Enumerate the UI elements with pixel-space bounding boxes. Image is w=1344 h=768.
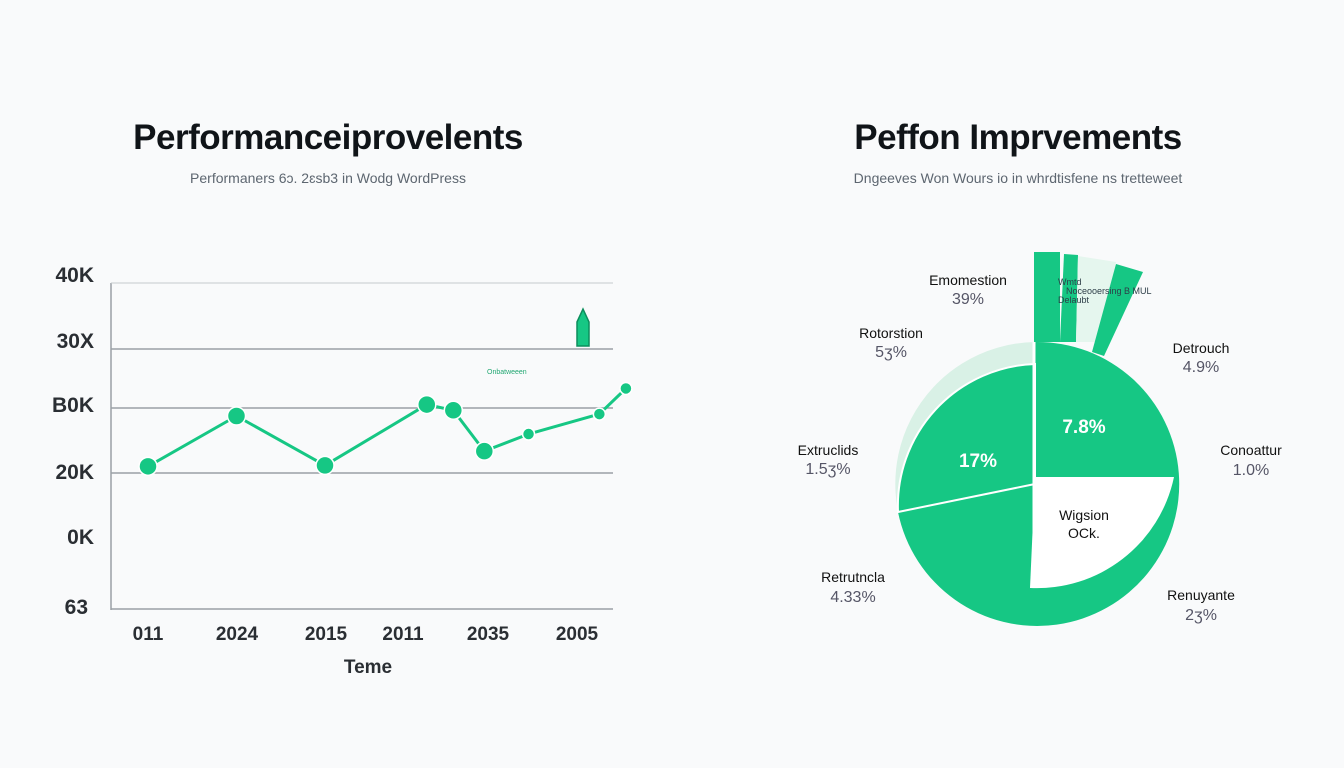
y-tick-label: 20K <box>55 461 94 484</box>
line-chart-panel: Performanceiprovelents Performaners 6ɔ. … <box>52 118 633 678</box>
line-chart-subtitle: Performaners 6ɔ. 2ɛsb3 in Wodg WordPress <box>190 170 466 186</box>
x-tick-label: 2011 <box>382 624 424 645</box>
pie-label: Rotorstion <box>859 325 923 341</box>
series-point <box>138 456 158 477</box>
series-point <box>521 427 536 441</box>
x-tick-label: 2024 <box>216 624 259 645</box>
line-chart-title: Performanceiprovelents <box>133 118 523 157</box>
series-point <box>619 381 633 396</box>
series-point <box>443 400 464 421</box>
pie-value: 1.0% <box>1233 462 1269 479</box>
pie-value: 4.33% <box>830 589 875 606</box>
series-point <box>592 407 607 421</box>
y-tick-label: 0K <box>67 526 94 549</box>
series-point <box>226 406 247 426</box>
x-tick-label: 2035 <box>467 624 510 645</box>
x-tick-label: 2005 <box>556 624 599 645</box>
chart-annotation: Onbatweeen <box>487 369 527 376</box>
exploded-label: Noceooersing B MUL <box>1066 286 1152 296</box>
pie-chart-panel: Peffon Imprvements Dngeeves Won Wours io… <box>680 0 1344 768</box>
pie-label: Emomestion <box>929 272 1007 288</box>
series-line <box>147 387 627 468</box>
pie-value: 1.5ʒ% <box>805 461 850 478</box>
exploded-slice: Wmtd Noceooersing B MUL Delaubt <box>1034 252 1152 356</box>
pie-chart-subtitle: Dngeeves Won Wours io in whrdtisfene ns … <box>853 170 1183 186</box>
pie-slice <box>1076 256 1116 342</box>
pie-inner-label: 17% <box>959 451 997 472</box>
exploded-label: Delaubt <box>1058 295 1090 305</box>
pie-value: 2ʒ% <box>1185 607 1217 624</box>
pie-chart-title: Peffon Imprvements <box>854 118 1182 157</box>
series-point <box>474 441 495 461</box>
pie-inner-label: Wigsion <box>1059 507 1109 523</box>
pie-slice <box>896 362 1036 514</box>
pie-inner-label: OCk. <box>1068 525 1100 541</box>
series-points <box>138 381 633 477</box>
pie-chart: Wmtd Noceooersing B MUL Delaubt 7.8% 17%… <box>798 252 1282 626</box>
pie-label: Detrouch <box>1173 340 1230 356</box>
pie-label: Extruclids <box>798 442 859 458</box>
series-point <box>315 455 335 476</box>
y-tick-label: 40K <box>55 264 94 287</box>
x-tick-label: 2015 <box>305 624 348 645</box>
end-marker-icon <box>576 307 590 347</box>
y-tick-label: 63 <box>65 596 88 619</box>
pie-slice <box>1030 477 1174 589</box>
x-axis-title: Teme <box>344 657 392 678</box>
pie-label: Retrutncla <box>821 569 885 585</box>
pie-slice <box>1092 264 1143 356</box>
pie-inner-label: 7.8% <box>1062 417 1105 438</box>
pie-value: 4.9% <box>1183 359 1219 376</box>
pie-value: 5ʒ% <box>875 344 907 361</box>
pie-label: Renuyante <box>1167 587 1235 603</box>
pie-value: 39% <box>952 291 984 308</box>
line-chart: 40K 30X B0K 20K 0K 63 011 2024 2015 2011… <box>52 264 633 678</box>
pie-slice <box>1034 252 1060 342</box>
series-point <box>417 394 437 415</box>
exploded-label: Wmtd <box>1058 277 1082 287</box>
y-tick-label: B0K <box>52 394 94 417</box>
x-tick-label: 011 <box>133 624 164 645</box>
pie-label: Conoattur <box>1220 442 1282 458</box>
y-tick-label: 30X <box>57 330 94 353</box>
pie-slice <box>1060 254 1078 342</box>
